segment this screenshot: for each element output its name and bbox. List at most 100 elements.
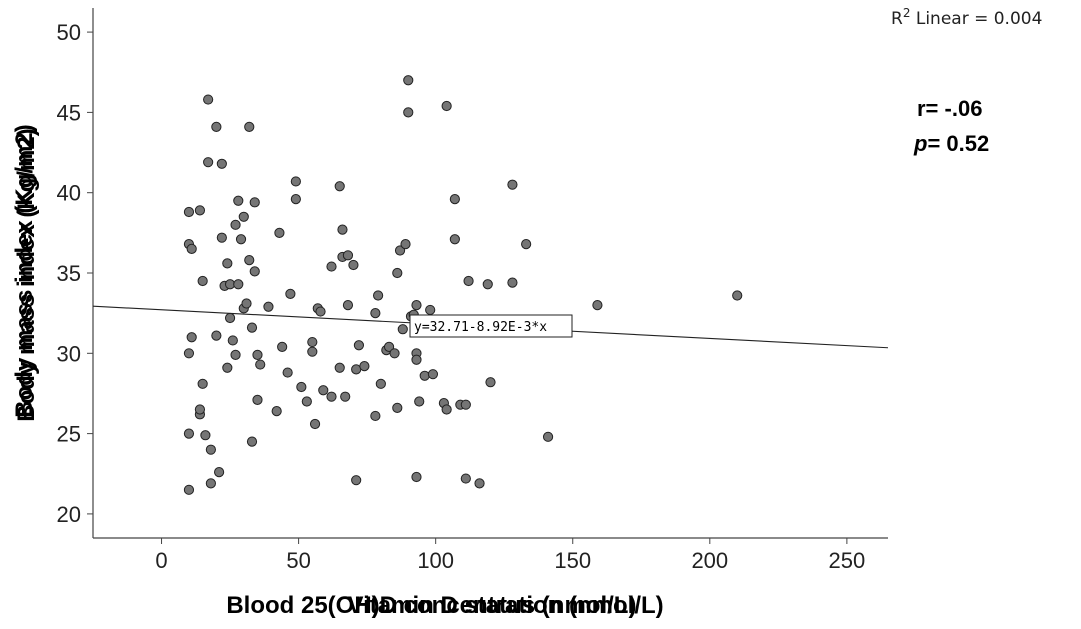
data-point: [307, 346, 318, 357]
data-point: [296, 381, 307, 393]
data-point: [359, 361, 370, 372]
data-point: [340, 391, 351, 402]
data-point: [460, 473, 471, 484]
data-point: [186, 332, 197, 343]
x-tick-label: 150: [554, 548, 591, 573]
data-point: [342, 250, 354, 261]
data-point: [216, 232, 227, 243]
data-point: [394, 245, 406, 256]
data-point: [186, 243, 197, 255]
y-tick-label: 45: [57, 100, 81, 125]
data-point: [326, 391, 337, 402]
data-point: [183, 428, 195, 439]
data-point: [244, 255, 255, 266]
y-tick-label: 35: [57, 261, 81, 286]
data-point: [507, 277, 518, 288]
data-point: [211, 121, 222, 132]
data-point: [411, 354, 422, 365]
data-point: [235, 234, 247, 245]
data-point: [230, 349, 241, 361]
data-point: [263, 301, 274, 312]
data-point: [315, 306, 326, 317]
data-point: [392, 402, 403, 414]
x-tick-label: 100: [417, 548, 454, 573]
data-points: [183, 75, 743, 495]
data-point: [205, 478, 216, 489]
y-tick-label: 50: [57, 20, 81, 45]
data-point: [463, 275, 474, 287]
data-point: [205, 444, 216, 455]
data-point: [203, 94, 214, 105]
data-point: [521, 238, 532, 250]
x-axis-label: Blood 25(OH)D concentration (nmol/L): [226, 592, 663, 619]
data-point: [353, 340, 365, 351]
data-point: [301, 396, 312, 407]
data-point: [233, 195, 244, 206]
data-point: [216, 158, 227, 169]
data-point: [334, 181, 345, 192]
data-point: [309, 418, 321, 430]
data-point: [277, 341, 288, 352]
x-tick-label: 0: [155, 548, 167, 573]
data-point: [290, 176, 301, 187]
data-point: [318, 385, 329, 396]
data-point: [244, 121, 255, 132]
data-point: [397, 324, 408, 335]
data-point: [197, 275, 208, 287]
data-point: [214, 467, 225, 478]
data-point: [285, 288, 296, 299]
p-value: = 0.52: [927, 131, 989, 156]
data-point: [197, 378, 208, 389]
data-point: [252, 394, 263, 405]
data-point: [334, 362, 345, 373]
data-point: [425, 304, 436, 316]
data-point: [460, 399, 471, 410]
data-point: [230, 219, 241, 230]
data-point: [403, 107, 414, 118]
y-tick-label: 40: [57, 181, 81, 206]
data-point: [307, 336, 318, 348]
data-point: [203, 157, 214, 168]
data-point: [441, 100, 452, 112]
data-point: [411, 300, 422, 311]
data-point: [419, 370, 430, 381]
r2-value: Linear = 0.004: [910, 9, 1042, 29]
data-point: [222, 258, 233, 269]
data-point: [351, 475, 362, 486]
y-axis-label-overlay: Body mass index (Kg/m2): [13, 128, 40, 421]
axes: 20 25 30 35 40 45 50 0 50 100 150 200 250: [57, 8, 888, 573]
data-point: [233, 279, 244, 290]
fit-line-group: y=32.71-8.92E-3*x: [92, 305, 889, 349]
data-point: [200, 430, 211, 441]
data-point: [227, 335, 238, 346]
data-point: [274, 227, 285, 238]
equation-label: y=32.71-8.92E-3*x: [414, 320, 547, 335]
data-point: [238, 211, 249, 222]
x-axis-label-overlay: Vitamin D status (nmol/L): [348, 592, 637, 619]
data-point: [326, 261, 337, 272]
data-point: [337, 224, 348, 235]
data-point: [383, 341, 395, 352]
data-point: [255, 359, 266, 370]
data-point: [249, 197, 260, 208]
y-tick-label: 25: [57, 422, 81, 447]
p-letter: p: [913, 131, 927, 156]
data-point: [290, 194, 301, 205]
data-point: [403, 75, 414, 86]
data-point: [370, 308, 381, 319]
data-point: [400, 238, 411, 250]
equation-box: [409, 314, 573, 338]
data-point: [389, 348, 400, 359]
data-point: [211, 330, 222, 341]
data-point: [482, 279, 493, 290]
data-point: [507, 179, 518, 190]
data-point: [441, 404, 452, 415]
data-point: [222, 362, 233, 373]
data-point: [449, 234, 460, 245]
p-statistic: p= 0.52: [913, 131, 989, 156]
data-point: [246, 322, 258, 333]
data-point: [474, 478, 485, 489]
data-point: [414, 396, 425, 407]
data-point: [370, 410, 381, 422]
